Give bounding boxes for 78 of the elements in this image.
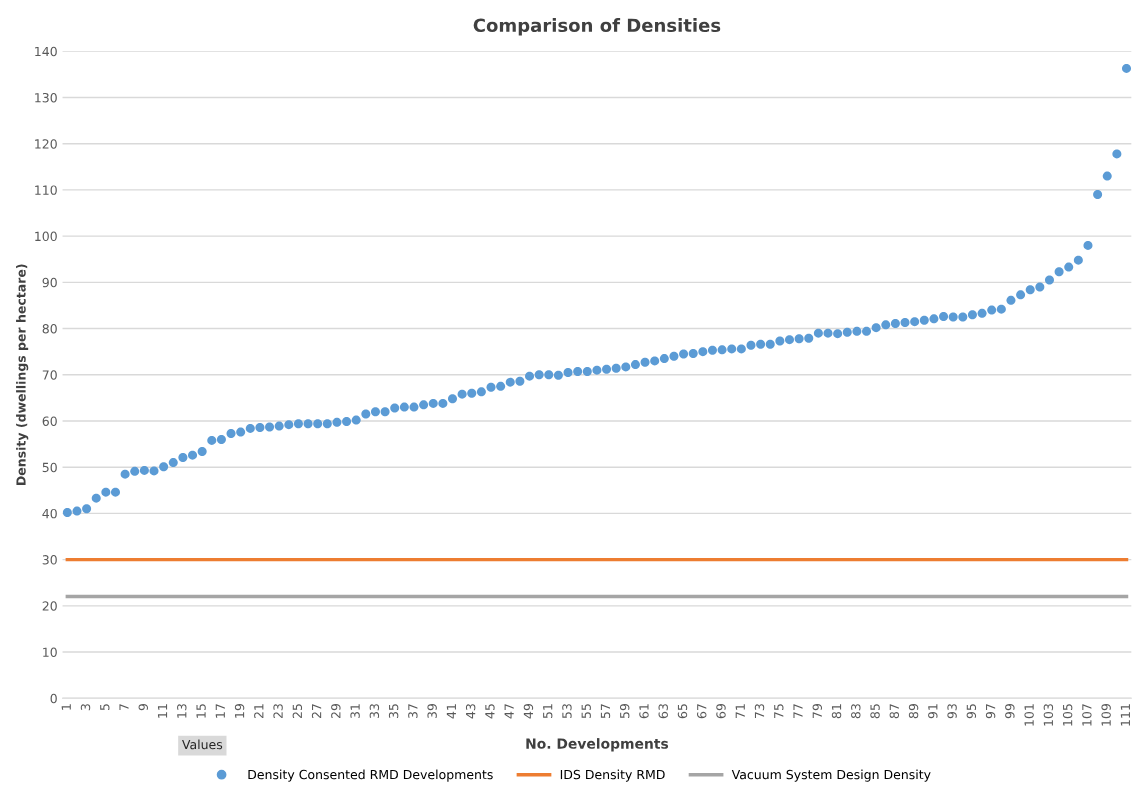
x-tick-label: 95 (966, 704, 977, 719)
x-tick-label: 47 (504, 704, 514, 719)
x-tick-label: 33 (369, 704, 380, 719)
y-tick-label: 40 (42, 508, 57, 519)
x-tick-label: 63 (658, 704, 668, 719)
x-tick-label: 55 (581, 704, 591, 719)
x-tick-label: 87 (889, 704, 900, 719)
x-tick-label: 59 (619, 704, 630, 719)
x-tick-label: 43 (465, 704, 476, 719)
x-tick-label: 13 (177, 704, 187, 718)
x-tick-label: 75 (774, 704, 784, 719)
x-tick-label: 103 (1043, 704, 1054, 726)
x-tick-label: 35 (388, 704, 399, 719)
y-axis-title: Density (dwellings per hectare) (16, 264, 29, 485)
x-tick-label: 7 (119, 704, 129, 711)
x-tick-label: 11 (157, 704, 168, 718)
y-tick-label: 90 (42, 277, 57, 288)
y-tick-label: 0 (50, 693, 57, 704)
x-tick-label: 77 (793, 704, 803, 719)
x-tick-label: 9 (138, 704, 149, 711)
text: Values (182, 739, 223, 750)
x-tick-label: 79 (812, 704, 823, 719)
y-tick-label: 60 (42, 416, 57, 426)
y-tick-label: 130 (35, 92, 57, 103)
legend-label: Density Consented RMD Developments (248, 769, 493, 782)
y-tick-label: 20 (42, 601, 57, 611)
x-tick-label: 85 (870, 704, 880, 719)
x-tick-label: 17 (215, 704, 225, 718)
x-tick-label: 99 (1005, 704, 1015, 719)
x-tick-label: 53 (562, 704, 572, 719)
x-tick-label: 21 (254, 704, 264, 719)
legend-label: IDS Density RMD (560, 769, 665, 782)
x-tick-label: 51 (543, 704, 553, 719)
x-tick-label: 111 (1120, 704, 1130, 726)
x-tick-label: 15 (196, 704, 206, 718)
x-tick-label: 39 (427, 704, 437, 719)
chart-title: Comparison of Densities (473, 18, 721, 36)
x-tick-label: 109 (1101, 704, 1111, 726)
y-tick-label: 80 (42, 324, 57, 334)
y-tick-label: 110 (35, 185, 57, 195)
x-tick-label: 101 (1024, 704, 1034, 726)
x-tick-label: 73 (754, 704, 765, 719)
x-axis-title: No. Developments (526, 738, 669, 752)
x-tick-label: 89 (908, 704, 919, 719)
x-tick-label: 25 (292, 704, 303, 719)
x-tick-label: 41 (446, 704, 456, 719)
x-tick-label: 69 (716, 704, 726, 719)
x-tick-label: 49 (523, 704, 534, 719)
y-tick-label: 50 (42, 462, 57, 473)
y-tick-label: 10 (43, 647, 57, 657)
legend-label: Vacuum System Design Density (731, 769, 931, 782)
x-tick-label: 105 (1062, 704, 1073, 726)
x-tick-label: 91 (928, 704, 938, 719)
x-tick-label: 23 (273, 704, 283, 719)
x-tick-label: 71 (735, 704, 745, 719)
x-tick-label: 5 (100, 704, 110, 711)
x-tick-label: 97 (985, 704, 996, 719)
x-tick-label: 107 (1082, 704, 1092, 726)
y-tick-label: 100 (35, 231, 57, 242)
x-tick-label: 81 (831, 704, 842, 719)
x-tick-label: 27 (311, 704, 322, 719)
y-tick-label: 70 (42, 370, 57, 380)
x-tick-label: 67 (697, 704, 707, 719)
x-tick-label: 83 (851, 704, 861, 719)
x-tick-label: 19 (234, 704, 245, 718)
x-tick-label: 57 (600, 704, 611, 719)
x-tick-label: 31 (350, 704, 360, 719)
x-tick-label: 65 (677, 704, 688, 719)
y-tick-label: 120 (35, 139, 57, 149)
x-tick-label: 93 (947, 704, 957, 719)
x-tick-label: 37 (408, 704, 418, 719)
x-tick-label: 3 (80, 704, 91, 711)
x-tick-label: 1 (61, 704, 71, 710)
x-tick-label: 45 (485, 704, 495, 719)
x-tick-label: 61 (639, 704, 649, 719)
x-tick-label: 29 (331, 704, 341, 719)
y-tick-label: 30 (42, 555, 57, 565)
y-tick-label: 140 (35, 46, 57, 57)
